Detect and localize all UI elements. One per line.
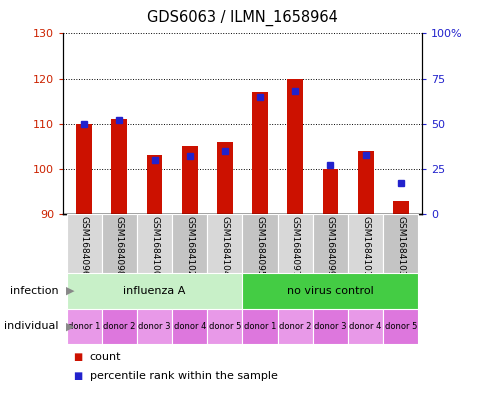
Bar [182, 146, 197, 214]
Text: ▶: ▶ [65, 321, 74, 331]
Bar [348, 214, 382, 273]
Text: GSM1684098: GSM1684098 [115, 216, 123, 277]
Bar [312, 309, 348, 344]
Text: GSM1684103: GSM1684103 [395, 216, 405, 277]
Text: ■: ■ [73, 351, 82, 362]
Text: donor 3: donor 3 [138, 322, 170, 331]
Text: GSM1684104: GSM1684104 [220, 216, 229, 276]
Text: GSM1684097: GSM1684097 [290, 216, 299, 277]
Bar [382, 309, 418, 344]
Bar [322, 169, 338, 214]
Text: GDS6063 / ILMN_1658964: GDS6063 / ILMN_1658964 [147, 10, 337, 26]
Bar [392, 200, 408, 214]
Text: donor 4: donor 4 [173, 322, 206, 331]
Bar [66, 273, 242, 309]
Text: donor 1: donor 1 [68, 322, 100, 331]
Bar [277, 214, 312, 273]
Bar [172, 309, 207, 344]
Text: donor 5: donor 5 [384, 322, 416, 331]
Text: GSM1684095: GSM1684095 [255, 216, 264, 277]
Bar [207, 214, 242, 273]
Bar [312, 214, 348, 273]
Text: percentile rank within the sample: percentile rank within the sample [90, 371, 277, 382]
Bar [357, 151, 373, 214]
Text: ▶: ▶ [65, 286, 74, 296]
Bar [102, 309, 136, 344]
Text: GSM1684101: GSM1684101 [361, 216, 369, 277]
Text: donor 4: donor 4 [349, 322, 381, 331]
Text: GSM1684096: GSM1684096 [79, 216, 89, 277]
Text: donor 1: donor 1 [243, 322, 276, 331]
Bar [242, 214, 277, 273]
Bar [287, 79, 302, 214]
Bar [66, 309, 102, 344]
Bar [76, 124, 92, 214]
Bar [348, 309, 382, 344]
Text: donor 2: donor 2 [103, 322, 135, 331]
Bar [252, 92, 268, 214]
Bar [136, 309, 172, 344]
Text: influenza A: influenza A [123, 286, 185, 296]
Text: individual: individual [4, 321, 58, 331]
Text: donor 2: donor 2 [278, 322, 311, 331]
Text: ■: ■ [73, 371, 82, 382]
Bar [136, 214, 172, 273]
Text: donor 3: donor 3 [314, 322, 346, 331]
Text: GSM1684102: GSM1684102 [185, 216, 194, 276]
Bar [111, 119, 127, 214]
Text: GSM1684100: GSM1684100 [150, 216, 159, 277]
Text: no virus control: no virus control [287, 286, 373, 296]
Bar [242, 273, 418, 309]
Bar [216, 142, 232, 214]
Bar [66, 214, 102, 273]
Text: donor 5: donor 5 [208, 322, 241, 331]
Text: count: count [90, 351, 121, 362]
Bar [172, 214, 207, 273]
Bar [207, 309, 242, 344]
Bar [242, 309, 277, 344]
Bar [277, 309, 312, 344]
Bar [382, 214, 418, 273]
Bar [146, 155, 162, 214]
Text: infection: infection [10, 286, 58, 296]
Bar [102, 214, 136, 273]
Text: GSM1684099: GSM1684099 [325, 216, 334, 277]
